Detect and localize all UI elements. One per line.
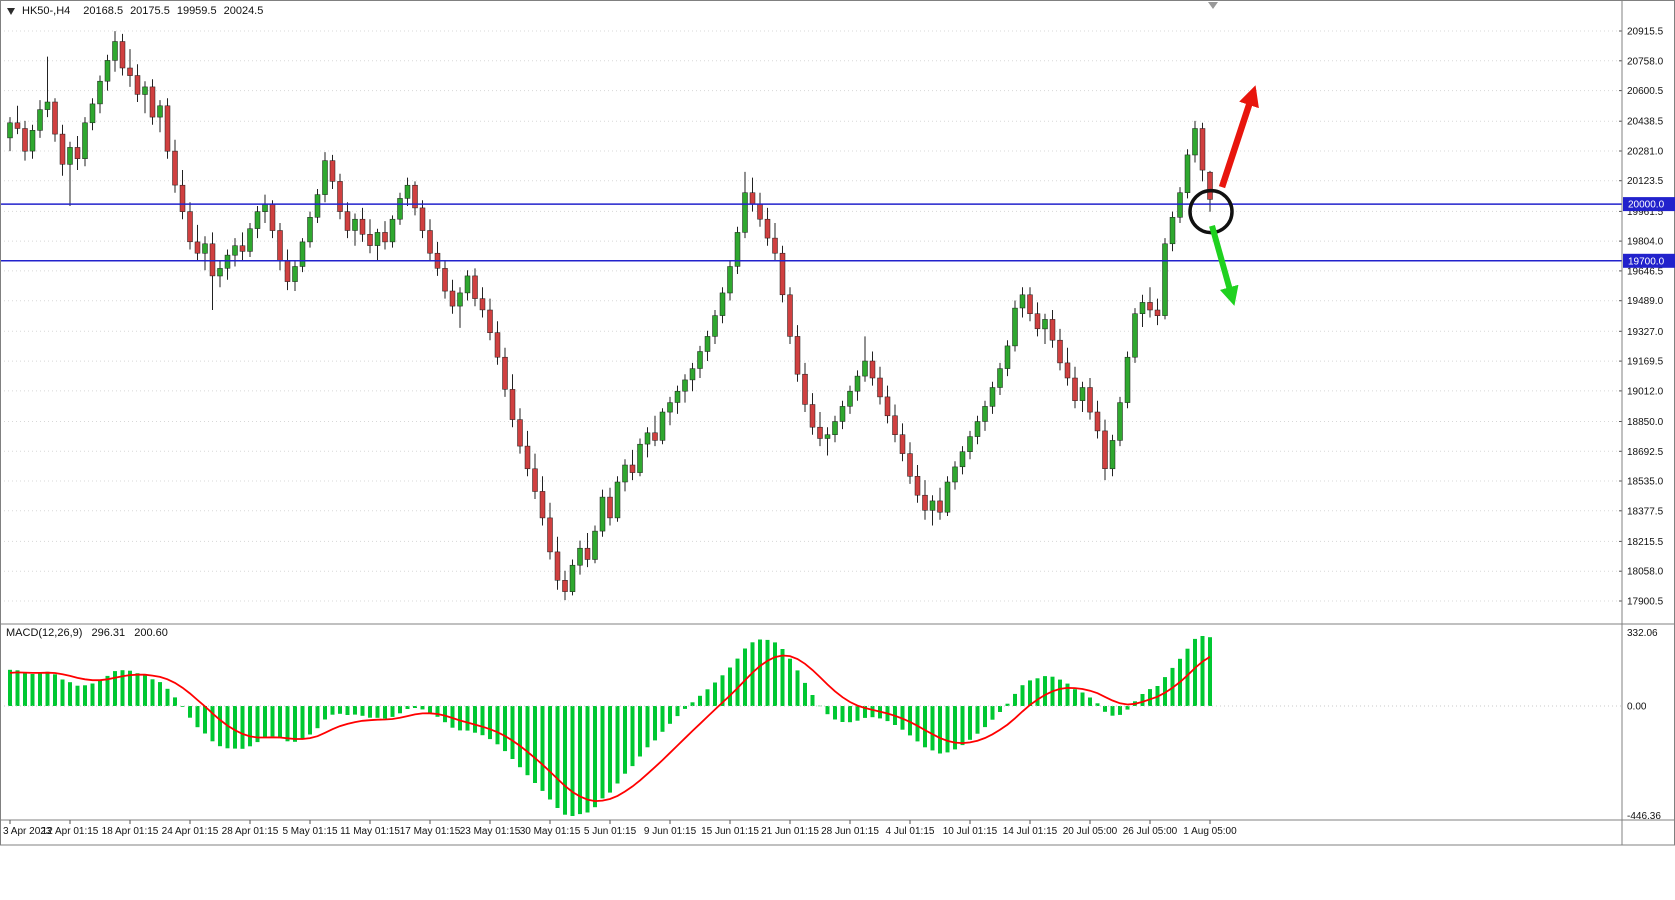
svg-text:17 May 01:15: 17 May 01:15 (400, 826, 461, 837)
svg-text:18692.5: 18692.5 (1627, 447, 1664, 458)
svg-text:-446.36: -446.36 (1627, 811, 1661, 822)
svg-text:15 Jun 01:15: 15 Jun 01:15 (701, 826, 759, 837)
svg-text:19012.0: 19012.0 (1627, 386, 1664, 397)
svg-text:3 Apr 2023: 3 Apr 2023 (3, 826, 52, 837)
open-value: 20168.5 (83, 5, 124, 17)
macd-signal-line (9, 654, 1211, 803)
high-value: 20175.5 (130, 5, 170, 17)
price-grid (0, 30, 1622, 602)
svg-text:1 Aug 05:00: 1 Aug 05:00 (1183, 826, 1237, 837)
frame-lines (0, 0, 1675, 846)
svg-text:5 May 01:15: 5 May 01:15 (282, 826, 337, 837)
svg-text:30 May 01:15: 30 May 01:15 (520, 826, 581, 837)
macd-main-value: 296.31 (91, 627, 126, 639)
svg-text:28 Apr 01:15: 28 Apr 01:15 (222, 826, 279, 837)
svg-text:24 Apr 01:15: 24 Apr 01:15 (162, 826, 219, 837)
horizontal-level-lines[interactable] (0, 203, 1622, 262)
svg-text:26 Jul 05:00: 26 Jul 05:00 (1123, 826, 1178, 837)
svg-text:19489.0: 19489.0 (1627, 296, 1664, 307)
svg-text:17900.5: 17900.5 (1627, 597, 1664, 608)
svg-text:5 Jun 01:15: 5 Jun 01:15 (584, 826, 637, 837)
svg-text:18377.5: 18377.5 (1627, 506, 1664, 517)
symbol-period-label: HK50-,H4 (22, 5, 71, 17)
svg-text:18535.0: 18535.0 (1627, 477, 1664, 488)
svg-text:19169.5: 19169.5 (1627, 357, 1664, 368)
svg-text:20 Jul 05:00: 20 Jul 05:00 (1063, 826, 1118, 837)
dropdown-triangle-icon[interactable] (7, 7, 15, 15)
macd-histogram (8, 636, 1212, 816)
svg-text:4 Jul 01:15: 4 Jul 01:15 (886, 826, 935, 837)
svg-text:20600.5: 20600.5 (1627, 86, 1664, 97)
svg-text:19804.0: 19804.0 (1627, 237, 1664, 248)
svg-text:10 Jul 01:15: 10 Jul 01:15 (943, 826, 998, 837)
svg-text:19327.0: 19327.0 (1627, 327, 1664, 338)
svg-text:18850.0: 18850.0 (1627, 417, 1664, 428)
svg-text:12 Apr 01:15: 12 Apr 01:15 (42, 826, 99, 837)
svg-text:23 May 01:15: 23 May 01:15 (460, 826, 521, 837)
macd-indicator-label: MACD(12,26,9) 296.31 200.60 (6, 627, 174, 639)
svg-text:19646.5: 19646.5 (1627, 266, 1664, 277)
svg-text:11 May 01:15: 11 May 01:15 (340, 826, 400, 837)
svg-text:20123.5: 20123.5 (1627, 176, 1664, 187)
svg-text:19700.0: 19700.0 (1628, 256, 1665, 267)
chart-shift-marker[interactable] (1208, 2, 1218, 9)
svg-text:9 Jun 01:15: 9 Jun 01:15 (644, 826, 697, 837)
candles[interactable] (7, 31, 1213, 601)
annotation-objects[interactable] (1188, 85, 1259, 306)
svg-text:14 Jul 01:15: 14 Jul 01:15 (1003, 826, 1058, 837)
svg-text:18 Apr 01:15: 18 Apr 01:15 (102, 826, 159, 837)
svg-text:18058.0: 18058.0 (1627, 567, 1664, 578)
macd-signal-value: 200.60 (134, 627, 168, 639)
macd-axis[interactable]: 332.06 0.00 -446.36 (1627, 628, 1661, 822)
svg-text:20281.0: 20281.0 (1627, 147, 1664, 158)
svg-text:19961.5: 19961.5 (1627, 207, 1664, 218)
macd-name: MACD(12,26,9) (6, 627, 83, 639)
svg-text:20000.0: 20000.0 (1628, 200, 1665, 211)
symbol-header: HK50-,H4 20168.5 20175.5 19959.5 20024.5 (7, 5, 263, 17)
svg-text:0.00: 0.00 (1627, 702, 1647, 713)
svg-text:20915.5: 20915.5 (1627, 27, 1664, 38)
low-value: 19959.5 (176, 5, 217, 17)
svg-text:18215.5: 18215.5 (1627, 537, 1664, 548)
svg-text:20758.0: 20758.0 (1627, 56, 1664, 67)
price-axis[interactable]: 20915.5 20758.0 20600.5 20438.5 20281.0 20123… (1623, 27, 1675, 608)
svg-text:21 Jun 01:15: 21 Jun 01:15 (761, 826, 819, 837)
svg-text:20438.5: 20438.5 (1627, 117, 1664, 128)
svg-text:332.06: 332.06 (1627, 628, 1658, 639)
svg-text:28 Jun 01:15: 28 Jun 01:15 (821, 826, 879, 837)
close-value: 20024.5 (223, 5, 264, 17)
